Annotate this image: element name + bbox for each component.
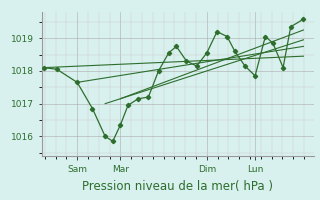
X-axis label: Pression niveau de la mer( hPa ): Pression niveau de la mer( hPa ) — [82, 180, 273, 193]
